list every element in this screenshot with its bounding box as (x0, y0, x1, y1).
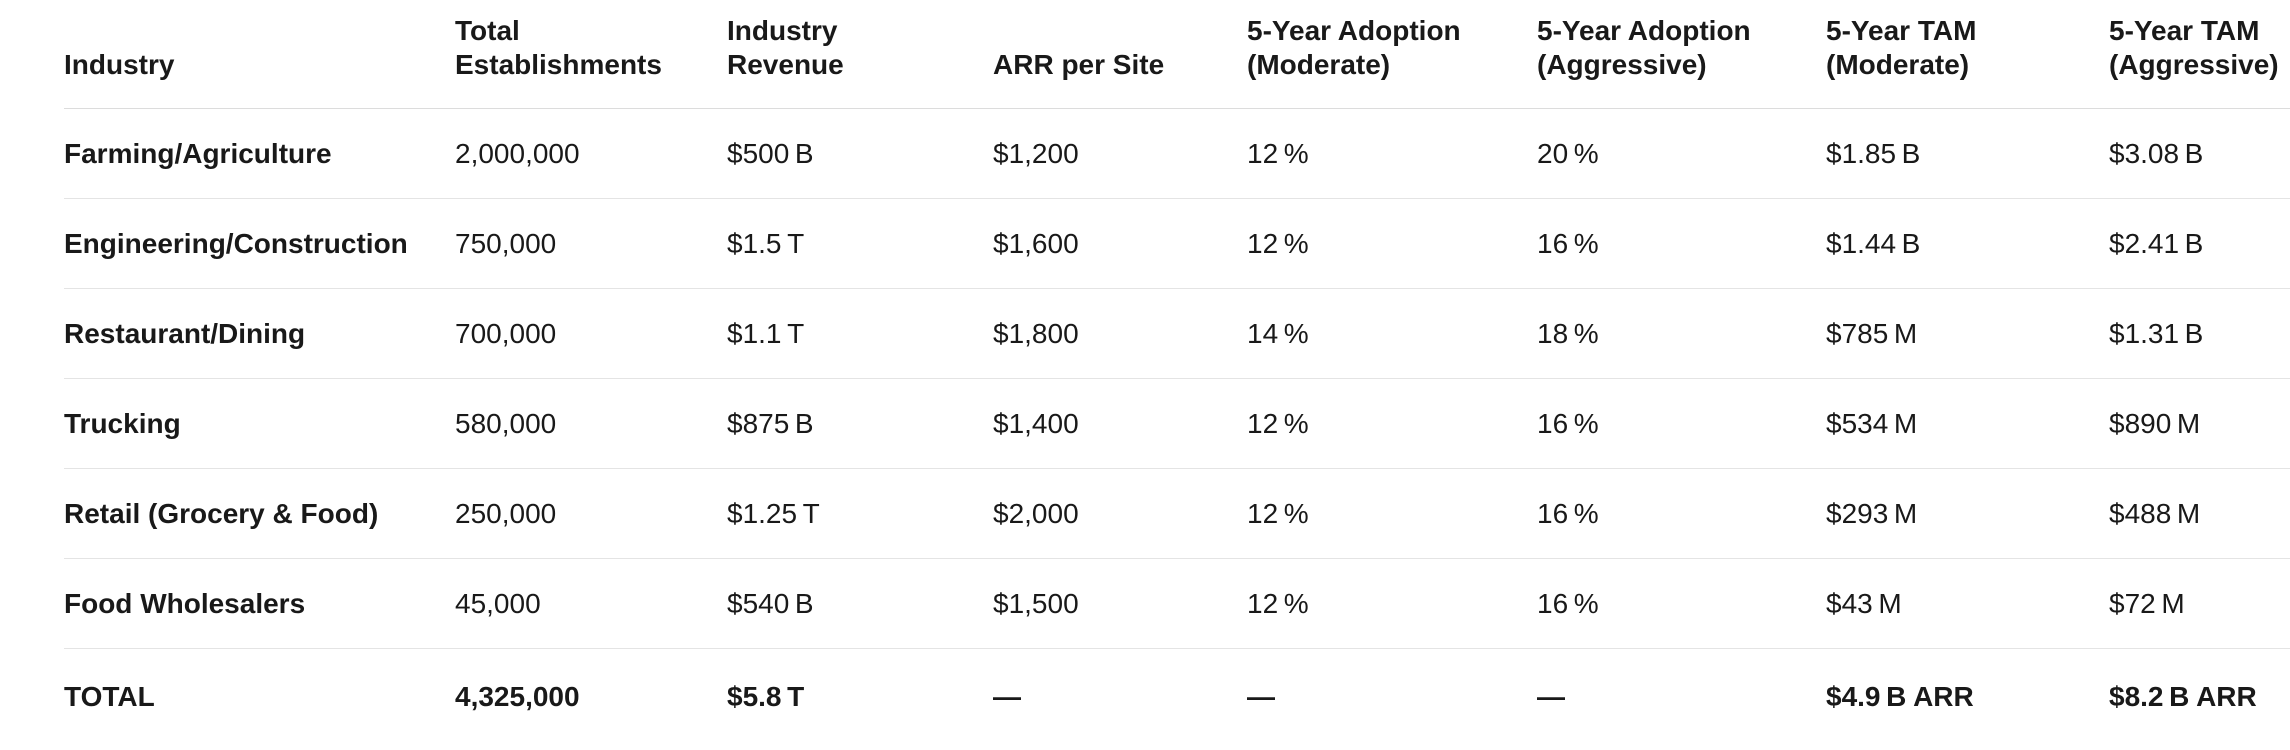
col-header-adoption-moderate: 5-Year Adoption (Moderate) (1247, 0, 1537, 109)
cell-adoption-aggressive: 20 % (1537, 108, 1826, 199)
cell-revenue: $1.25 T (727, 468, 993, 559)
total-tam-aggressive: $8.2 B ARR (2109, 680, 2257, 712)
cell-establishments: 2,000,000 (455, 108, 727, 199)
col-header-total-establishments: Total Establishments (455, 0, 727, 109)
cell-arr: $1,600 (993, 198, 1247, 289)
col-header-arr-per-site: ARR per Site (993, 0, 1247, 109)
cell-establishments: 750,000 (455, 198, 727, 289)
cell-tam-moderate: $785 M (1826, 288, 2109, 379)
total-label: TOTAL (64, 680, 155, 712)
cell-establishments: 580,000 (455, 378, 727, 469)
cell-tam-aggressive: $488 M (2109, 468, 2290, 559)
row-label: Trucking (64, 378, 455, 469)
cell-tam-moderate: $1.44 B (1826, 198, 2109, 289)
cell-tam-aggressive: $1.31 B (2109, 288, 2290, 379)
cell-revenue: $875 B (727, 378, 993, 469)
row-label: Food Wholesalers (64, 558, 455, 649)
cell-revenue: $540 B (727, 558, 993, 649)
total-revenue: $5.8 T (727, 680, 805, 712)
col-header-tam-aggressive: 5-Year TAM (Aggressive) (2109, 0, 2290, 109)
cell-revenue: $1.1 T (727, 288, 993, 379)
col-header-adoption-aggressive: 5-Year Adoption (Aggressive) (1537, 0, 1826, 109)
cell-adoption-moderate: 12 % (1247, 558, 1537, 649)
total-arr: — (993, 680, 1021, 712)
row-label: Engineering/Construction (64, 198, 455, 289)
cell-establishments: 45,000 (455, 558, 727, 649)
cell-arr: $1,500 (993, 558, 1247, 649)
cell-adoption-moderate: 12 % (1247, 468, 1537, 559)
table-total-row: TOTAL 4,325,000 $5.8 T — — — $4.9 B ARR … (64, 649, 2290, 750)
cell-tam-aggressive: $2.41 B (2109, 198, 2290, 289)
cell-tam-moderate: $1.85 B (1826, 108, 2109, 199)
cell-adoption-aggressive: 16 % (1537, 558, 1826, 649)
cell-tam-aggressive: $3.08 B (2109, 108, 2290, 199)
cell-adoption-aggressive: 18 % (1537, 288, 1826, 379)
col-header-industry: Industry (64, 0, 455, 109)
cell-adoption-aggressive: 16 % (1537, 378, 1826, 469)
row-label: Retail (Grocery & Food) (64, 468, 455, 559)
row-label: Farming/Agriculture (64, 108, 455, 199)
table-row: Farming/Agriculture 2,000,000 $500 B $1,… (64, 108, 2290, 199)
cell-adoption-aggressive: 16 % (1537, 468, 1826, 559)
cell-adoption-moderate: 12 % (1247, 108, 1537, 199)
cell-adoption-moderate: 12 % (1247, 378, 1537, 469)
header-row: Industry Total Establishments Industry R… (64, 0, 2290, 109)
cell-revenue: $500 B (727, 108, 993, 199)
total-tam-moderate: $4.9 B ARR (1826, 680, 1974, 712)
cell-arr: $2,000 (993, 468, 1247, 559)
cell-tam-moderate: $293 M (1826, 468, 2109, 559)
table-row: Food Wholesalers 45,000 $540 B $1,500 12… (64, 558, 2290, 649)
cell-adoption-moderate: 12 % (1247, 198, 1537, 289)
total-establishments: 4,325,000 (455, 680, 580, 712)
cell-arr: $1,800 (993, 288, 1247, 379)
cell-tam-aggressive: $890 M (2109, 378, 2290, 469)
table-row: Engineering/Construction 750,000 $1.5 T … (64, 198, 2290, 289)
cell-establishments: 700,000 (455, 288, 727, 379)
total-adoption-moderate: — (1247, 680, 1275, 712)
cell-tam-aggressive: $72 M (2109, 558, 2290, 649)
table-header: Industry Total Establishments Industry R… (64, 0, 2290, 109)
cell-arr: $1,200 (993, 108, 1247, 199)
cell-arr: $1,400 (993, 378, 1247, 469)
table-body: Farming/Agriculture 2,000,000 $500 B $1,… (64, 108, 2290, 750)
cell-adoption-aggressive: 16 % (1537, 198, 1826, 289)
tam-projection-table: Industry Total Establishments Industry R… (64, 0, 2290, 750)
cell-tam-moderate: $43 M (1826, 558, 2109, 649)
col-header-tam-moderate: 5-Year TAM (Moderate) (1826, 0, 2109, 109)
table-row: Trucking 580,000 $875 B $1,400 12 % 16 %… (64, 378, 2290, 469)
total-adoption-aggressive: — (1537, 680, 1565, 712)
cell-establishments: 250,000 (455, 468, 727, 559)
table-row: Retail (Grocery & Food) 250,000 $1.25 T … (64, 468, 2290, 559)
row-label: Restaurant/Dining (64, 288, 455, 379)
cell-tam-moderate: $534 M (1826, 378, 2109, 469)
table-row: Restaurant/Dining 700,000 $1.1 T $1,800 … (64, 288, 2290, 379)
cell-revenue: $1.5 T (727, 198, 993, 289)
cell-adoption-moderate: 14 % (1247, 288, 1537, 379)
col-header-industry-revenue: Industry Revenue (727, 0, 993, 109)
